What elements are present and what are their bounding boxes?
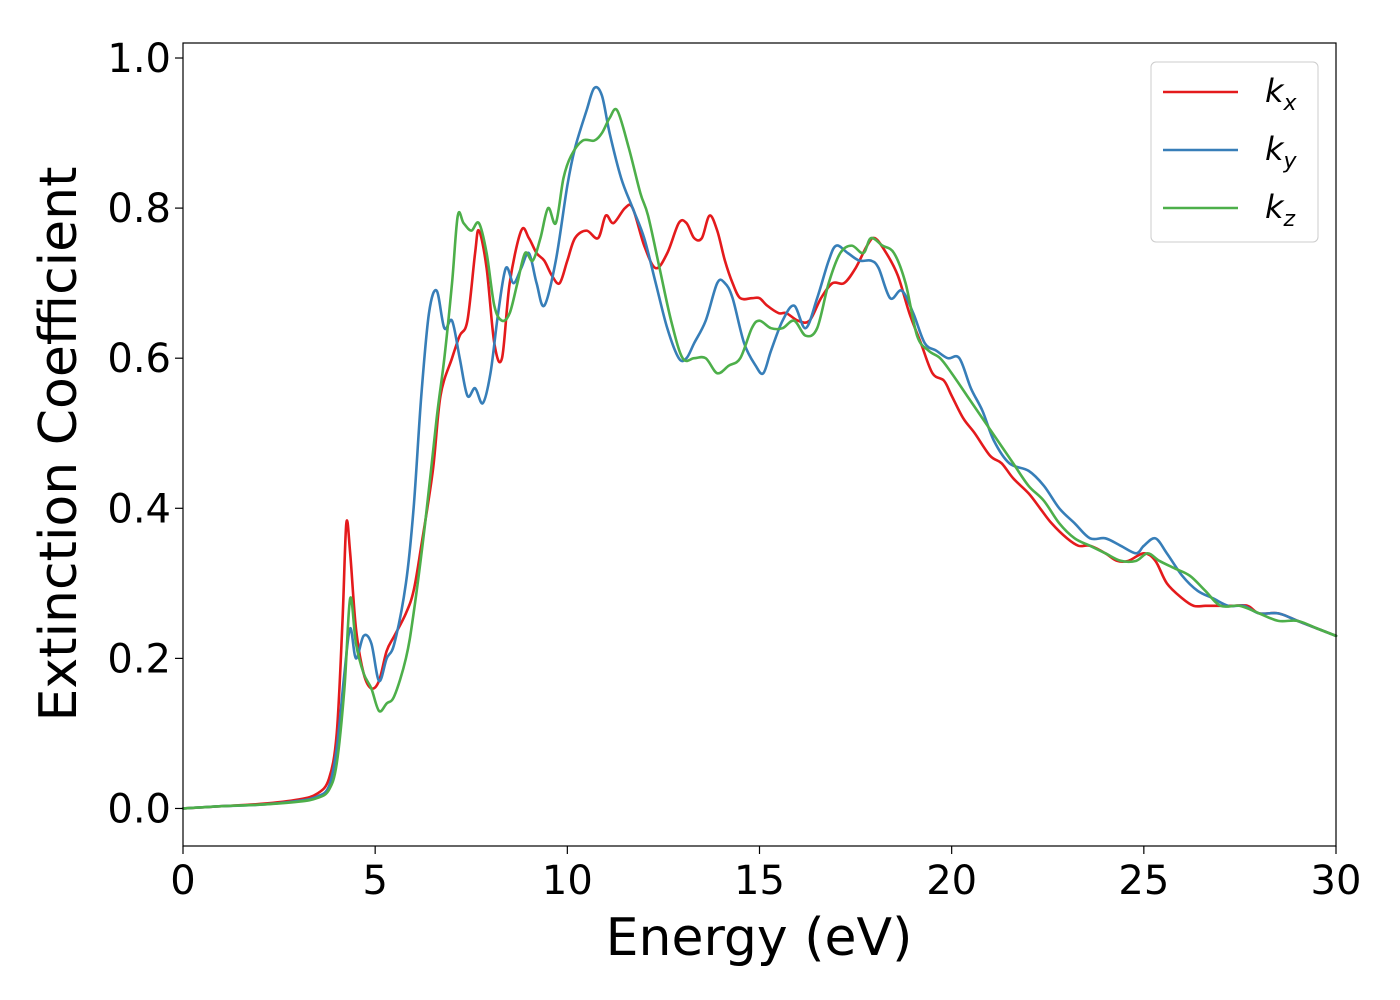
y-tick-label: 0.4	[107, 486, 171, 532]
series-line-x	[181, 203, 1338, 810]
y-tick-label: 0.0	[107, 786, 171, 832]
x-tick-label: 25	[1118, 858, 1169, 904]
legend: kx ky kz	[1150, 61, 1319, 243]
series-line-z	[181, 107, 1338, 810]
y-tick-label: 0.8	[107, 186, 171, 232]
x-tick-label: 20	[926, 858, 977, 904]
series-layer	[181, 85, 1338, 810]
x-tick-label: 15	[734, 858, 785, 904]
series-line-y	[181, 85, 1338, 810]
legend-label-z: kz	[1265, 188, 1296, 232]
y-axis-label: Extinction Coefficient	[29, 167, 89, 722]
legend-box	[1150, 61, 1319, 243]
x-axis-ticks: 0 5 10 15 20 25 30	[170, 846, 1361, 904]
legend-label-x: kx	[1265, 72, 1298, 116]
x-axis-label: Energy (eV)	[606, 908, 913, 968]
x-tick-label: 10	[542, 858, 593, 904]
y-tick-label: 0.2	[107, 636, 171, 682]
legend-label-y: ky	[1265, 130, 1298, 174]
x-tick-label: 30	[1311, 858, 1362, 904]
legend-items: kx ky kz	[1163, 72, 1298, 232]
y-axis-ticks: 0.0 0.2 0.4 0.6 0.8 1.0	[107, 36, 183, 832]
x-tick-label: 0	[170, 858, 195, 904]
y-tick-label: 1.0	[107, 36, 171, 82]
y-tick-label: 0.6	[107, 336, 171, 382]
x-tick-label: 5	[362, 858, 387, 904]
